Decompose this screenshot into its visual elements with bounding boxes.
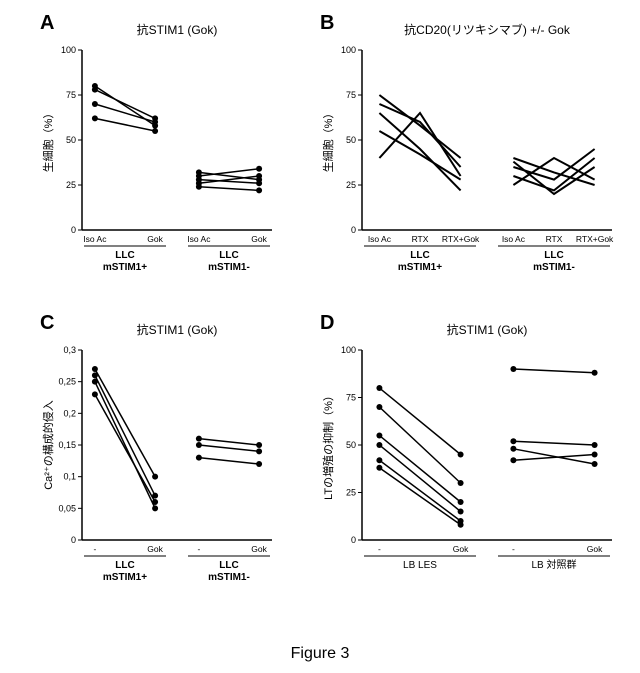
x-condition-label: Gok [147,544,163,554]
panel-a: 抗STIM1 (Gok) 0 25 50 75 100 生細胞（%） Iso Ac Gok LLC… [40,20,280,290]
x-group-label: mSTIM1- [208,572,250,583]
ytick-label: 50 [346,440,356,450]
ytick-label: 25 [346,488,356,498]
x-condition-label: Iso Ac [187,234,211,244]
x-condition-label: Iso Ac [502,234,526,244]
x-condition-label: Gok [587,544,603,554]
panel-b: 抗CD20(リツキシマブ) +/- Gok 0 25 50 75 100 生細胞（%） Iso… [320,20,620,290]
x-group-label: LLC [115,560,134,571]
ytick-label: 0,15 [58,440,76,450]
ytick-label: 0 [351,225,356,235]
ytick-label: 0,1 [63,472,76,482]
x-condition-label: Iso Ac [83,234,107,244]
y-axis-label: LTの増殖の抑制（%） [321,390,335,500]
figure-caption: Figure 3 [0,645,640,663]
y-axis-label: 生細胞（%） [41,108,55,173]
ytick-label: 0,3 [63,345,76,355]
ytick-label: 0 [71,535,76,545]
y-axis-label: 生細胞（%） [321,108,335,173]
x-condition-label: - [512,544,515,554]
ytick-label: 25 [66,180,76,190]
ytick-label: 0,2 [63,408,76,418]
ytick-label: 50 [346,135,356,145]
chart-title: 抗CD20(リツキシマブ) +/- Gok [404,22,571,37]
x-condition-label: RTX [546,234,563,244]
x-condition-label: Gok [251,234,267,244]
ytick-label: 100 [341,345,356,355]
ytick-label: 0,25 [58,377,76,387]
x-condition-label: RTX+Gok [576,234,614,244]
x-condition-label: Gok [453,544,469,554]
chart-title: 抗STIM1 (Gok) [447,322,528,337]
ytick-label: 75 [346,90,356,100]
chart-title: 抗STIM1 (Gok) [137,22,218,37]
x-group-label: mSTIM1+ [398,262,442,273]
y-axis-label: Ca²⁺の構成的侵入 [41,400,55,490]
x-group-label: LB LES [403,560,437,571]
panel-d: 抗STIM1 (Gok) 0 25 50 75 100 LTの増殖の抑制（%） - Gok LB … [320,320,620,600]
x-condition-label: RTX+Gok [442,234,480,244]
x-group-label: LLC [219,560,238,571]
ytick-label: 100 [341,45,356,55]
ytick-label: 0 [351,535,356,545]
x-group-label: mSTIM1+ [103,262,147,273]
x-group-label: LLC [410,250,429,261]
x-condition-label: Iso Ac [368,234,392,244]
x-condition-label: - [378,544,381,554]
ytick-label: 0 [71,225,76,235]
x-group-label: mSTIM1+ [103,572,147,583]
x-condition-label: Gok [147,234,163,244]
chart-title: 抗STIM1 (Gok) [137,322,218,337]
ytick-label: 0,05 [58,503,76,513]
x-group-label: mSTIM1- [533,262,575,273]
x-group-label: mSTIM1- [208,262,250,273]
x-group-label: LLC [544,250,563,261]
x-condition-label: - [197,544,200,554]
panel-c: 抗STIM1 (Gok) 0 0,05 0,1 0,15 0,2 0,25 0,3 Ca²⁺の構… [40,320,280,600]
ytick-label: 50 [66,135,76,145]
x-group-label: LLC [219,250,238,261]
x-condition-label: - [93,544,96,554]
x-group-label: LB 対照群 [531,558,576,571]
ytick-label: 25 [346,180,356,190]
ytick-label: 75 [346,393,356,403]
ytick-label: 100 [61,45,76,55]
x-condition-label: RTX [412,234,429,244]
ytick-label: 75 [66,90,76,100]
x-condition-label: Gok [251,544,267,554]
x-group-label: LLC [115,250,134,261]
